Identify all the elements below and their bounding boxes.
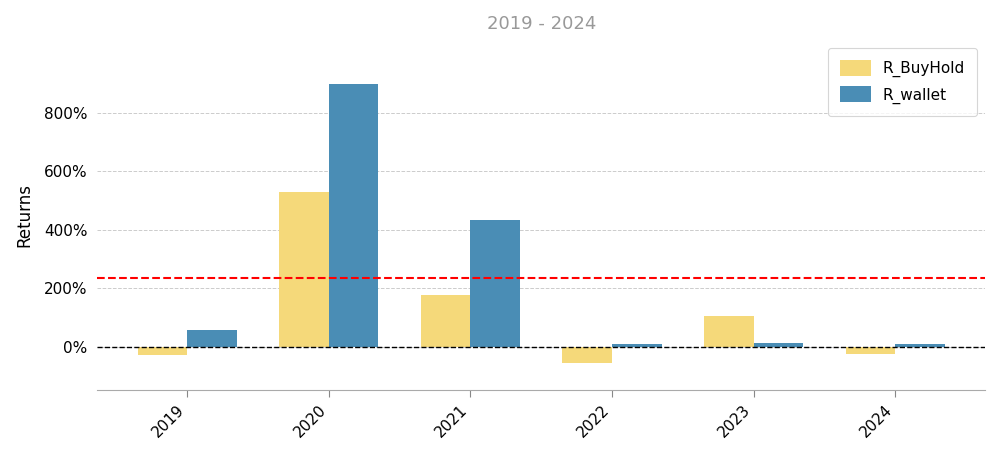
Bar	[704, 316, 754, 347]
Bar	[846, 347, 895, 354]
Title: 2019 - 2024: 2019 - 2024	[487, 15, 596, 33]
Bar	[138, 347, 187, 355]
Bar	[329, 84, 378, 347]
Bar	[421, 295, 470, 347]
Bar	[470, 220, 520, 347]
Bar	[895, 344, 945, 347]
Bar	[754, 343, 803, 347]
Legend: R_BuyHold, R_wallet: R_BuyHold, R_wallet	[828, 48, 977, 116]
Bar	[562, 347, 612, 363]
Bar	[187, 330, 237, 347]
Bar	[279, 192, 329, 347]
Y-axis label: Returns: Returns	[15, 183, 33, 247]
Bar	[612, 344, 662, 347]
